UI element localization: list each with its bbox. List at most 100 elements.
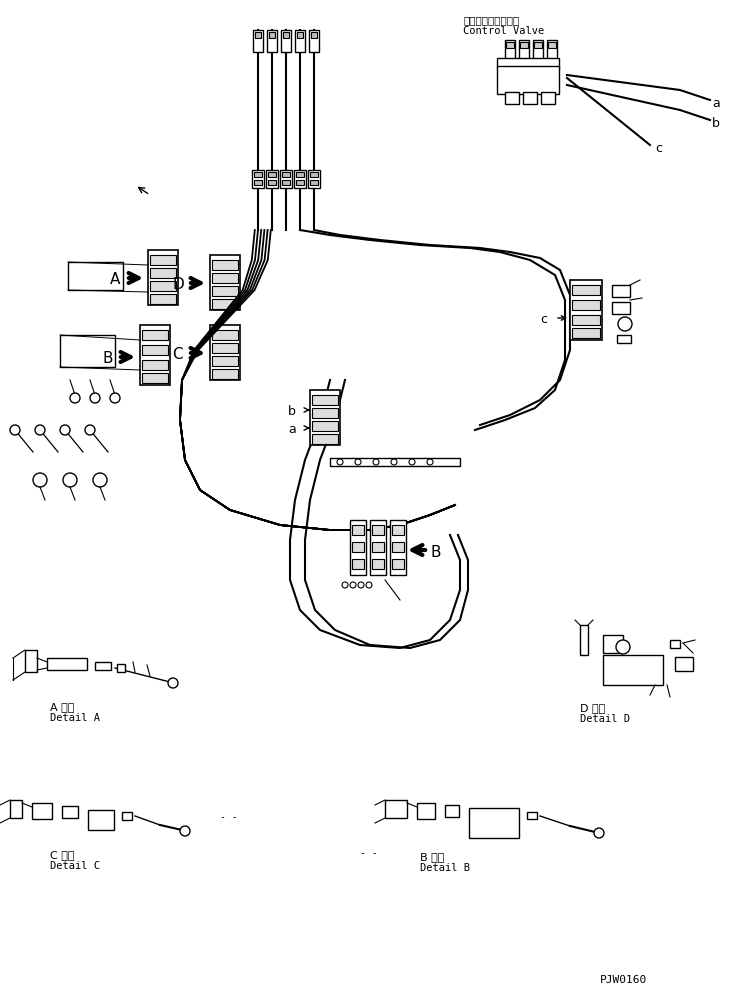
Bar (392, 559, 404, 569)
Text: C: C (172, 347, 183, 362)
Bar (142, 345, 168, 355)
Circle shape (60, 425, 70, 435)
Bar (255, 32, 261, 38)
Bar (253, 30, 263, 52)
Circle shape (33, 473, 47, 487)
Bar (150, 281, 176, 291)
Bar (547, 40, 557, 60)
Bar (60, 335, 115, 367)
Bar (282, 180, 290, 185)
Bar (148, 250, 178, 305)
Bar (312, 408, 338, 418)
Text: A 詳細: A 詳細 (50, 702, 75, 712)
Bar (370, 520, 386, 575)
Text: Detail C: Detail C (50, 861, 100, 871)
Bar (212, 330, 238, 340)
Bar (417, 803, 435, 819)
Circle shape (391, 459, 397, 465)
Bar (548, 42, 556, 48)
Bar (212, 260, 238, 270)
Bar (117, 664, 125, 672)
Bar (310, 180, 318, 185)
Bar (352, 559, 364, 569)
Bar (268, 180, 276, 185)
Bar (62, 806, 78, 818)
Bar (617, 335, 631, 343)
Bar (572, 285, 600, 295)
Bar (142, 373, 168, 383)
Bar (572, 328, 600, 338)
Bar (469, 808, 519, 838)
Circle shape (337, 459, 343, 465)
Circle shape (427, 459, 433, 465)
Text: Detail D: Detail D (580, 714, 630, 724)
Text: D: D (172, 277, 183, 292)
Bar (372, 542, 384, 552)
Text: - -: - - (220, 812, 238, 822)
Text: b: b (288, 405, 296, 418)
Circle shape (373, 459, 379, 465)
Bar (88, 810, 114, 830)
Bar (296, 172, 304, 177)
Text: PJW0160: PJW0160 (600, 975, 647, 985)
Bar (330, 458, 460, 466)
Bar (68, 262, 123, 290)
Text: c: c (655, 142, 662, 155)
Bar (390, 520, 406, 575)
Bar (95, 662, 111, 670)
Bar (212, 286, 238, 296)
Bar (296, 180, 304, 185)
Text: B: B (102, 351, 113, 366)
Bar (297, 32, 303, 38)
Bar (533, 40, 543, 60)
Bar (281, 30, 291, 52)
Bar (534, 42, 542, 48)
Bar (541, 92, 555, 104)
Bar (254, 180, 262, 185)
Circle shape (618, 317, 632, 331)
Circle shape (616, 640, 630, 654)
Bar (212, 343, 238, 353)
Bar (523, 92, 537, 104)
Bar (497, 58, 559, 68)
Bar (312, 421, 338, 431)
Circle shape (168, 678, 178, 688)
Bar (212, 299, 238, 309)
Bar (310, 172, 318, 177)
Bar (122, 812, 132, 820)
Text: Detail B: Detail B (420, 863, 470, 873)
Bar (372, 559, 384, 569)
Circle shape (342, 582, 348, 588)
Circle shape (93, 473, 107, 487)
Text: a: a (288, 423, 296, 436)
Text: コントロールバルブ: コントロールバルブ (463, 15, 519, 25)
Bar (506, 42, 514, 48)
Bar (212, 369, 238, 379)
Bar (445, 805, 459, 817)
Bar (312, 434, 338, 444)
Bar (612, 302, 630, 314)
Circle shape (10, 425, 20, 435)
Text: - -: - - (360, 848, 378, 858)
Bar (212, 356, 238, 366)
Bar (612, 285, 630, 297)
Bar (268, 172, 276, 177)
Bar (505, 92, 519, 104)
Bar (497, 66, 559, 94)
Bar (25, 650, 37, 672)
Bar (603, 635, 623, 653)
Text: b: b (712, 117, 720, 130)
Circle shape (366, 582, 372, 588)
Bar (352, 542, 364, 552)
Bar (505, 40, 515, 60)
Bar (392, 542, 404, 552)
Bar (603, 655, 663, 685)
Bar (310, 390, 340, 445)
Circle shape (180, 826, 190, 836)
Bar (269, 32, 275, 38)
Circle shape (594, 828, 604, 838)
Bar (142, 360, 168, 370)
Bar (527, 812, 537, 819)
Bar (210, 325, 240, 380)
Bar (385, 800, 407, 818)
